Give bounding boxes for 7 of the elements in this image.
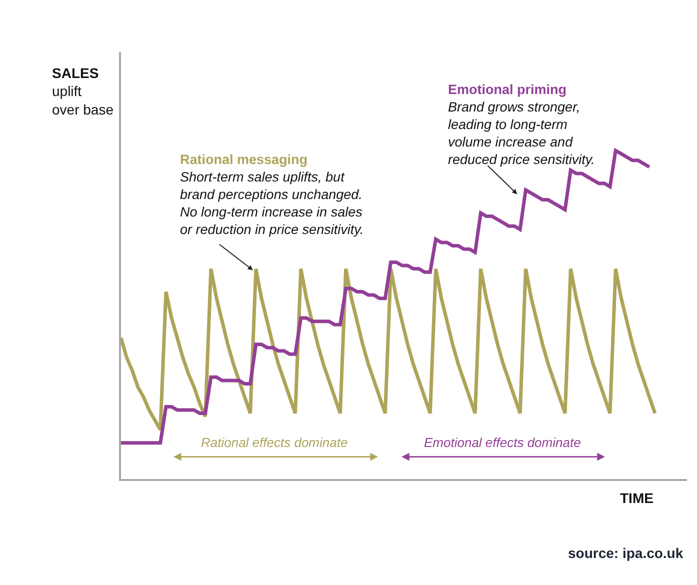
annotation: Emotional effects dominate bbox=[424, 435, 581, 450]
y-axis-title: SALES uplift over base bbox=[52, 65, 114, 118]
annotation: Rational messaging Short-term sales uplifts, but brand perceptions unchanged. No long-term increase in sales or reduction in price sensitivity. bbox=[180, 152, 364, 238]
source-note: source: ipa.co.uk bbox=[568, 545, 684, 561]
x-axis-title: TIME bbox=[620, 490, 654, 506]
annotation: Emotional priming Brand grows stronger, leading to long-term volume increase and reduced price sensitivity. bbox=[448, 82, 595, 168]
annotation: Rational effects dominate bbox=[201, 435, 348, 450]
